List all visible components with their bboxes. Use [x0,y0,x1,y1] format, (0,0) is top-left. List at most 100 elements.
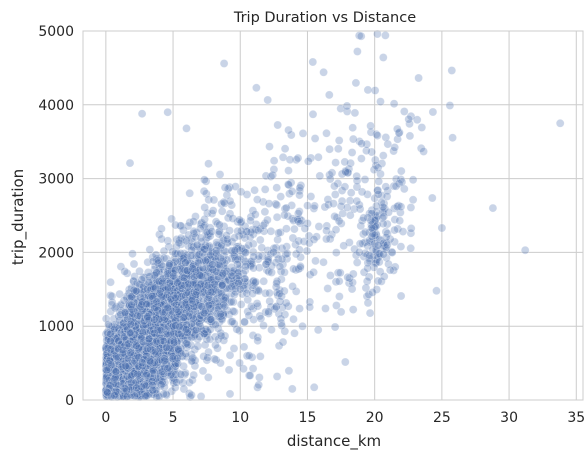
scatter-point [125,357,134,367]
scatter-point [124,358,134,368]
scatter-point [105,358,115,368]
scatter-point [138,346,147,355]
scatter-point [110,348,120,357]
scatter-point [131,343,140,352]
scatter-point [127,300,136,310]
scatter-point [113,356,123,366]
scatter-point [124,334,133,344]
scatter-point [114,361,124,371]
scatter-point [107,357,116,366]
scatter-point [110,379,120,388]
scatter-point [347,284,357,294]
scatter-point [132,384,141,393]
scatter-point [120,381,130,390]
scatter-point [163,283,173,293]
scatter-point [133,344,143,353]
scatter-point [103,360,112,370]
scatter-point [120,267,129,276]
scatter-point [290,224,299,234]
scatter-point [133,366,143,376]
scatter-point [108,373,117,382]
scatter-point [121,363,131,372]
scatter-point [272,372,282,381]
scatter-point [132,383,141,393]
scatter-point [157,224,166,233]
scatter-point [363,298,373,308]
scatter-point [126,292,136,301]
scatter-point [136,348,145,358]
scatter-point [133,354,142,364]
scatter-point [113,343,123,353]
scatter-point [295,304,304,313]
scatter-point [125,330,135,340]
scatter-point [288,233,298,243]
scatter-point [127,354,137,363]
scatter-point [228,306,238,316]
scatter-point [113,384,122,393]
scatter-point [109,367,118,377]
scatter-point [150,328,159,338]
scatter-point [114,350,123,360]
scatter-point [120,351,130,360]
scatter-point [117,379,127,388]
scatter-point [219,295,229,305]
scatter-point [134,340,144,350]
scatter-point [117,364,126,374]
scatter-point [182,338,191,348]
scatter-point [355,239,365,249]
scatter-point [135,348,145,358]
scatter-point [114,385,124,395]
scatter-point [119,347,128,356]
scatter-point [143,358,152,368]
scatter-point [128,355,138,365]
scatter-point [128,362,138,371]
scatter-point [125,328,135,337]
scatter-point [172,305,181,314]
scatter-point [417,123,427,132]
scatter-point [156,380,166,390]
scatter-point [133,369,143,378]
scatter-point [340,357,350,367]
scatter-point [123,359,133,369]
scatter-point [132,346,141,356]
scatter-point [310,134,320,143]
scatter-point [119,371,128,381]
scatter-point [116,389,126,398]
scatter-point [115,371,125,380]
scatter-point [136,335,145,345]
scatter-point [106,355,116,365]
scatter-point [198,366,208,376]
scatter-point [122,350,131,360]
scatter-point [255,373,264,382]
scatter-point [210,279,219,289]
scatter-point [121,342,131,352]
scatter-point [117,376,127,385]
scatter-point [126,347,135,357]
scatter-point [112,357,122,367]
scatter-point [289,314,298,324]
scatter-point [113,351,122,361]
scatter-point [132,364,141,373]
scatter-point [137,275,146,285]
scatter-point [102,344,111,354]
scatter-point [110,353,120,362]
scatter-point [121,378,130,388]
scatter-point [389,99,399,108]
scatter-point [122,337,132,347]
scatter-point [108,325,118,334]
scatter-point [168,354,177,363]
scatter-point [129,350,138,360]
scatter-point [106,277,115,287]
scatter-point [123,366,132,376]
scatter-point [265,288,274,298]
scatter-point [130,332,139,342]
scatter-point [129,356,139,365]
scatter-point [121,375,131,385]
scatter-point [116,362,125,372]
scatter-point [122,328,131,338]
scatter-point [106,379,115,388]
scatter-point [129,351,139,360]
scatter-point [115,365,124,375]
scatter-point [119,359,128,368]
scatter-point [116,361,126,370]
